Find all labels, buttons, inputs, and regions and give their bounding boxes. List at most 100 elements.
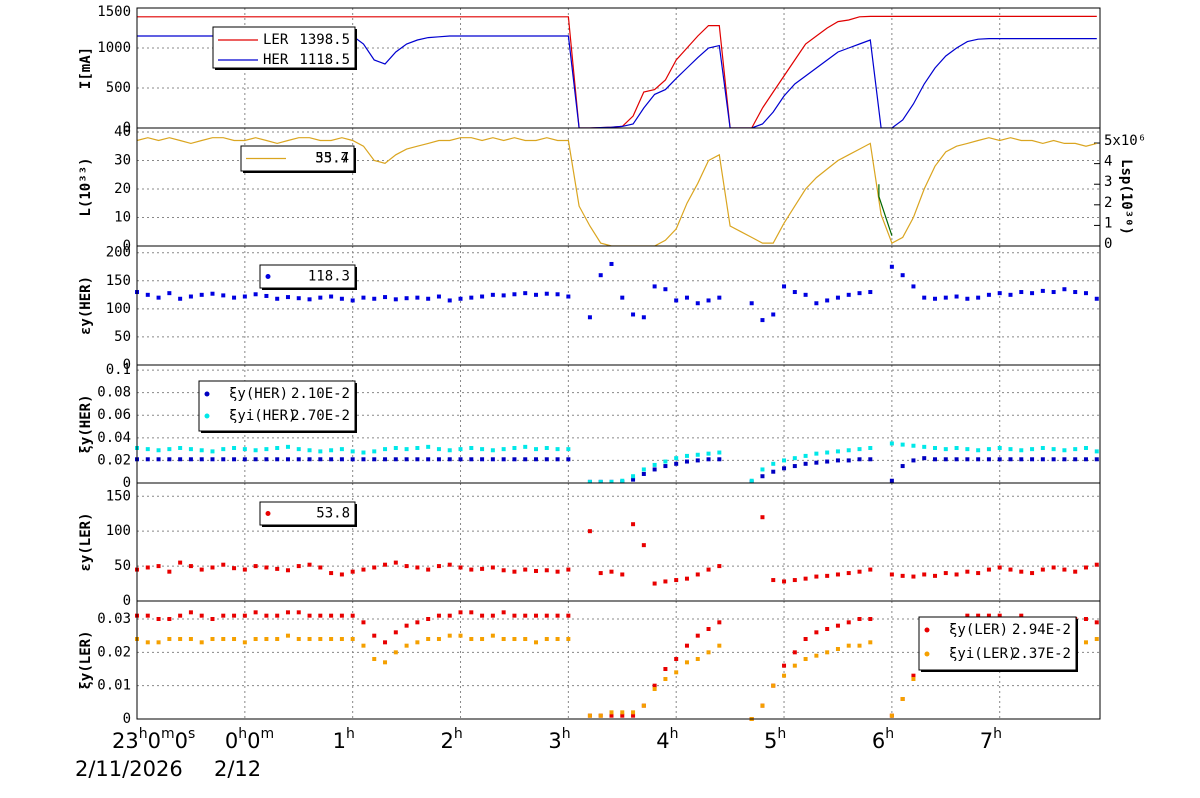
scatter-point [911, 574, 916, 579]
scatter-point [609, 479, 614, 484]
scatter-point [544, 613, 549, 618]
scatter-point [221, 637, 226, 641]
scatter-point [803, 576, 808, 581]
scatter-point [792, 663, 797, 668]
scatter-point [221, 293, 226, 298]
scatter-point [458, 296, 463, 301]
scatter-point [490, 633, 495, 638]
scatter-point [609, 713, 614, 718]
scatter-point [253, 457, 258, 462]
scatter-point [307, 448, 312, 453]
scatter-point [264, 637, 269, 641]
scatter-point [361, 567, 366, 572]
scatter-point [954, 294, 959, 299]
scatter-point [1040, 445, 1045, 450]
scatter-point [156, 295, 161, 300]
scatter-point [296, 447, 301, 452]
scatter-point [221, 562, 226, 567]
scatter-point [544, 568, 549, 573]
scatter-point [1019, 569, 1024, 574]
y-tick-label: 100 [106, 301, 131, 317]
scatter-point [706, 298, 711, 303]
scatter-point [792, 290, 797, 295]
scatter-point [976, 457, 981, 462]
scatter-point [555, 613, 560, 618]
scatter-point [253, 637, 258, 641]
y-tick-label: 0 [123, 475, 131, 491]
scatter-point [868, 445, 873, 450]
y2-tick-label: 3 [1104, 174, 1112, 190]
y-tick-label: 0.08 [97, 385, 131, 401]
scatter-point [372, 657, 377, 661]
scatter-point [447, 633, 452, 638]
scatter-point [285, 610, 290, 615]
scatter-point [566, 567, 571, 572]
scatter-point [544, 457, 549, 462]
scatter-point [264, 293, 269, 298]
scatter-point [210, 291, 215, 296]
y-tick-label: 0 [123, 593, 131, 609]
scatter-point [868, 640, 873, 645]
scatter-point [285, 295, 290, 300]
panel: 00.020.040.060.080.1ξy(HER)ξy(HER) 2.10E-… [78, 362, 1101, 491]
date-label: 2/12 [214, 757, 261, 781]
scatter-point [976, 295, 981, 300]
scatter-point [782, 663, 787, 668]
x-tick-label: 23h0m0s [112, 726, 195, 753]
scatter-point [1030, 447, 1035, 452]
scatter-point [145, 447, 150, 452]
scatter-point [296, 296, 301, 301]
scatter-point [415, 640, 420, 645]
scatter-point [383, 562, 388, 567]
scatter-point [717, 450, 722, 455]
scatter-point [361, 450, 366, 455]
scatter-point [684, 459, 689, 464]
scatter-point [275, 613, 280, 618]
scatter-point [598, 571, 603, 576]
scatter-point [339, 296, 344, 301]
scatter-point [857, 457, 862, 462]
scatter-point [835, 647, 840, 651]
scatter-point [997, 291, 1002, 296]
scatter-point [1040, 567, 1045, 572]
scatter-point [415, 620, 420, 625]
scatter-point [523, 613, 528, 618]
y-tick-label: 30 [114, 152, 131, 168]
x-tick-label: 7h [980, 726, 1002, 753]
legend-value: 55.7 [315, 151, 349, 167]
scatter-point [1040, 457, 1045, 462]
scatter-point [803, 657, 808, 661]
scatter-point [1083, 640, 1088, 645]
scatter-point [253, 292, 258, 297]
y-axis-label: εy(LER) [78, 512, 94, 571]
scatter-point [372, 449, 377, 454]
scatter-point [469, 637, 474, 641]
scatter-point [814, 630, 819, 635]
scatter-point [167, 569, 172, 574]
scatter-point [684, 576, 689, 581]
scatter-point [771, 683, 776, 688]
scatter-point [954, 457, 959, 462]
y-axis-label: εy(HER) [78, 276, 94, 335]
scatter-point [911, 458, 916, 463]
scatter-point [706, 627, 711, 631]
scatter-point [523, 637, 528, 641]
legend-swatch [204, 413, 210, 419]
scatter-point [318, 295, 323, 300]
legend-label: ξy(HER) [229, 386, 288, 402]
scatter-point [1040, 288, 1045, 293]
scatter-point [285, 444, 290, 449]
scatter-point [846, 292, 851, 297]
scatter-point [178, 457, 183, 462]
scatter-point [458, 610, 463, 615]
scatter-point [976, 613, 981, 618]
scatter-point [544, 637, 549, 641]
legend-label: ξyi(HER) [229, 408, 296, 424]
scatter-point [825, 450, 830, 455]
scatter-point [285, 568, 290, 573]
scatter-point [846, 620, 851, 625]
scatter-point [469, 295, 474, 300]
scatter-point [232, 637, 237, 641]
scatter-point [1062, 287, 1067, 292]
scatter-point [706, 457, 711, 462]
